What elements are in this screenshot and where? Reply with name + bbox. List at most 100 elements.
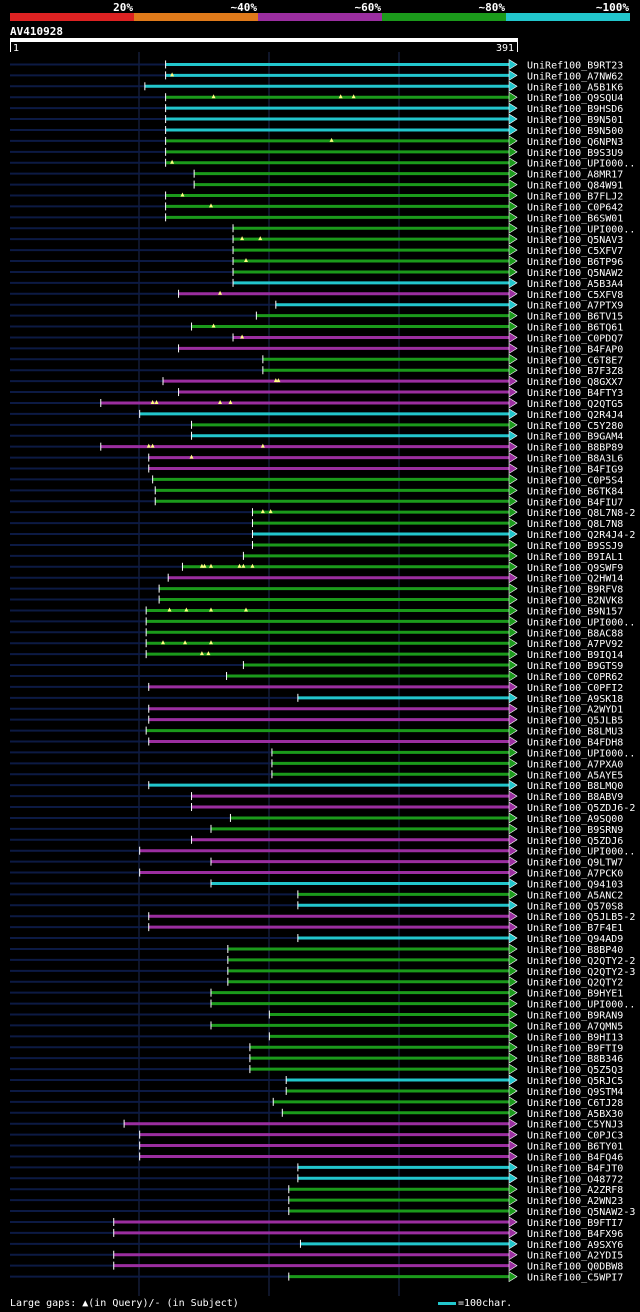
hit-label: UniRef100_B9RT23 bbox=[527, 60, 623, 71]
gap-marker bbox=[202, 563, 207, 568]
hit-arrow bbox=[508, 615, 518, 627]
hit-label: UniRef100_B8LMU3 bbox=[527, 727, 623, 738]
gap-marker bbox=[154, 399, 159, 404]
hit-label: UniRef100_B6TP96 bbox=[527, 257, 623, 268]
gap-marker bbox=[211, 94, 216, 99]
hit-arrow bbox=[508, 244, 518, 256]
hit-label: UniRef100_A2WYD1 bbox=[527, 705, 623, 716]
hit-arrow bbox=[508, 1139, 518, 1152]
hit-label: UniRef100_C5WPI7 bbox=[527, 1273, 623, 1284]
gap-marker bbox=[243, 258, 248, 263]
hit-label: UniRef100_Q5JLB5-2 bbox=[527, 912, 635, 923]
hit-label: UniRef100_B4FIU7 bbox=[527, 497, 623, 508]
hit-label: UniRef100_C5Y280 bbox=[527, 421, 623, 432]
hit-label: UniRef100_Q6NPN3 bbox=[527, 137, 623, 148]
gap-marker bbox=[243, 607, 248, 612]
hit-label: UniRef100_Q5ZDJ6 bbox=[527, 836, 623, 847]
hit-label: UniRef100_Q5NAW2 bbox=[527, 268, 623, 279]
hit-label: UniRef100_Q8GXX7 bbox=[527, 377, 623, 388]
hit-label: UniRef100_Q8L7N8 bbox=[527, 519, 623, 530]
hit-arrow bbox=[508, 539, 518, 551]
hit-label: UniRef100_UPI000.. bbox=[527, 224, 635, 235]
legend-swatch-1 bbox=[134, 13, 258, 21]
hit-arrow bbox=[508, 593, 518, 606]
hit-arrow bbox=[508, 364, 518, 376]
hit-arrow bbox=[508, 921, 518, 933]
hit-label: UniRef100_Q5RJC5 bbox=[527, 1076, 623, 1087]
legend-swatch-3 bbox=[382, 13, 506, 21]
hit-arrow bbox=[508, 430, 518, 442]
gap-marker bbox=[228, 399, 233, 404]
hit-arrow bbox=[508, 637, 518, 649]
hit-arrow bbox=[508, 626, 518, 638]
gap-marker bbox=[161, 640, 166, 645]
hit-label: UniRef100_A5BX30 bbox=[527, 1109, 623, 1120]
hit-arrow bbox=[508, 845, 518, 857]
hit-arrow bbox=[508, 768, 518, 780]
hit-label: UniRef100_B7F4E1 bbox=[527, 923, 623, 934]
hit-arrow bbox=[508, 965, 518, 977]
hit-arrow bbox=[508, 998, 518, 1010]
hit-arrow bbox=[508, 408, 518, 420]
hit-arrow bbox=[508, 157, 518, 169]
legend-label: ~40% bbox=[230, 1, 258, 14]
hit-label: UniRef100_UPI000.. bbox=[527, 159, 635, 170]
hit-label: UniRef100_C5YNJ3 bbox=[527, 1120, 623, 1131]
hit-label: UniRef100_B2NVK8 bbox=[527, 596, 623, 607]
hit-label: UniRef100_A5ANC2 bbox=[527, 890, 623, 901]
hit-label: UniRef100_Q2R4J4 bbox=[527, 410, 623, 421]
hit-label: UniRef100_B4FQ46 bbox=[527, 1152, 623, 1163]
hit-label: UniRef100_B8ABV9 bbox=[527, 792, 623, 803]
hit-label: UniRef100_B7FLJ2 bbox=[527, 192, 623, 203]
hit-arrow bbox=[508, 342, 518, 354]
hit-label: UniRef100_B6TY01 bbox=[527, 1142, 623, 1153]
legend-label: ~60% bbox=[354, 1, 382, 14]
hit-arrow bbox=[508, 1052, 518, 1064]
hit-arrow bbox=[508, 1194, 518, 1206]
hit-arrow bbox=[508, 1227, 518, 1239]
hit-arrow bbox=[508, 899, 518, 911]
legend-swatch-2 bbox=[258, 13, 382, 21]
hit-arrow bbox=[508, 517, 518, 529]
hit-label: UniRef100_A7PV92 bbox=[527, 639, 623, 650]
gap-marker bbox=[184, 607, 189, 612]
hit-label: UniRef100_Q94103 bbox=[527, 879, 623, 890]
hit-arrow bbox=[508, 670, 518, 682]
gap-marker bbox=[329, 137, 334, 142]
hit-label: UniRef100_B4FIG9 bbox=[527, 465, 623, 476]
hit-label: UniRef100_A9SQ00 bbox=[527, 814, 623, 825]
hit-label: UniRef100_Q5ZDJ6-2 bbox=[527, 803, 635, 814]
gap-marker bbox=[260, 509, 265, 514]
hit-arrow bbox=[508, 1129, 518, 1141]
hit-label: UniRef100_B9GAM4 bbox=[527, 432, 623, 443]
hit-arrow bbox=[508, 648, 518, 660]
hit-label: UniRef100_B6SW01 bbox=[527, 213, 623, 224]
hit-label: UniRef100_Q2HW14 bbox=[527, 574, 623, 585]
hit-arrow bbox=[508, 943, 518, 955]
hit-arrow bbox=[508, 102, 518, 114]
hit-label: UniRef100_B8LMQ0 bbox=[527, 781, 623, 792]
hit-label: UniRef100_C0PFI2 bbox=[527, 683, 623, 694]
hit-label: UniRef100_B9N501 bbox=[527, 115, 623, 126]
gap-marker bbox=[208, 563, 213, 568]
legend-label: 20% bbox=[113, 1, 133, 14]
hit-arrow bbox=[508, 550, 518, 562]
hit-label: UniRef100_B9HI13 bbox=[527, 1032, 623, 1043]
hit-arrow bbox=[508, 1183, 518, 1195]
hit-arrow bbox=[508, 299, 518, 311]
hit-arrow bbox=[508, 452, 518, 464]
hit-arrow bbox=[508, 528, 518, 540]
hit-label: UniRef100_B9N157 bbox=[527, 606, 623, 617]
hit-label: UniRef100_B9FTI9 bbox=[527, 1043, 623, 1054]
hit-label: UniRef100_A5AYE5 bbox=[527, 770, 623, 781]
query-bar bbox=[10, 38, 518, 42]
query-end: 391 bbox=[496, 43, 515, 54]
hit-arrow bbox=[508, 746, 518, 758]
hit-label: UniRef100_B4FX96 bbox=[527, 1229, 623, 1240]
hit-label: UniRef100_B9RAN9 bbox=[527, 1011, 623, 1022]
gap-marker bbox=[240, 236, 245, 241]
hit-arrow bbox=[508, 375, 518, 387]
hit-arrow bbox=[508, 441, 518, 453]
hit-arrow bbox=[508, 714, 518, 726]
